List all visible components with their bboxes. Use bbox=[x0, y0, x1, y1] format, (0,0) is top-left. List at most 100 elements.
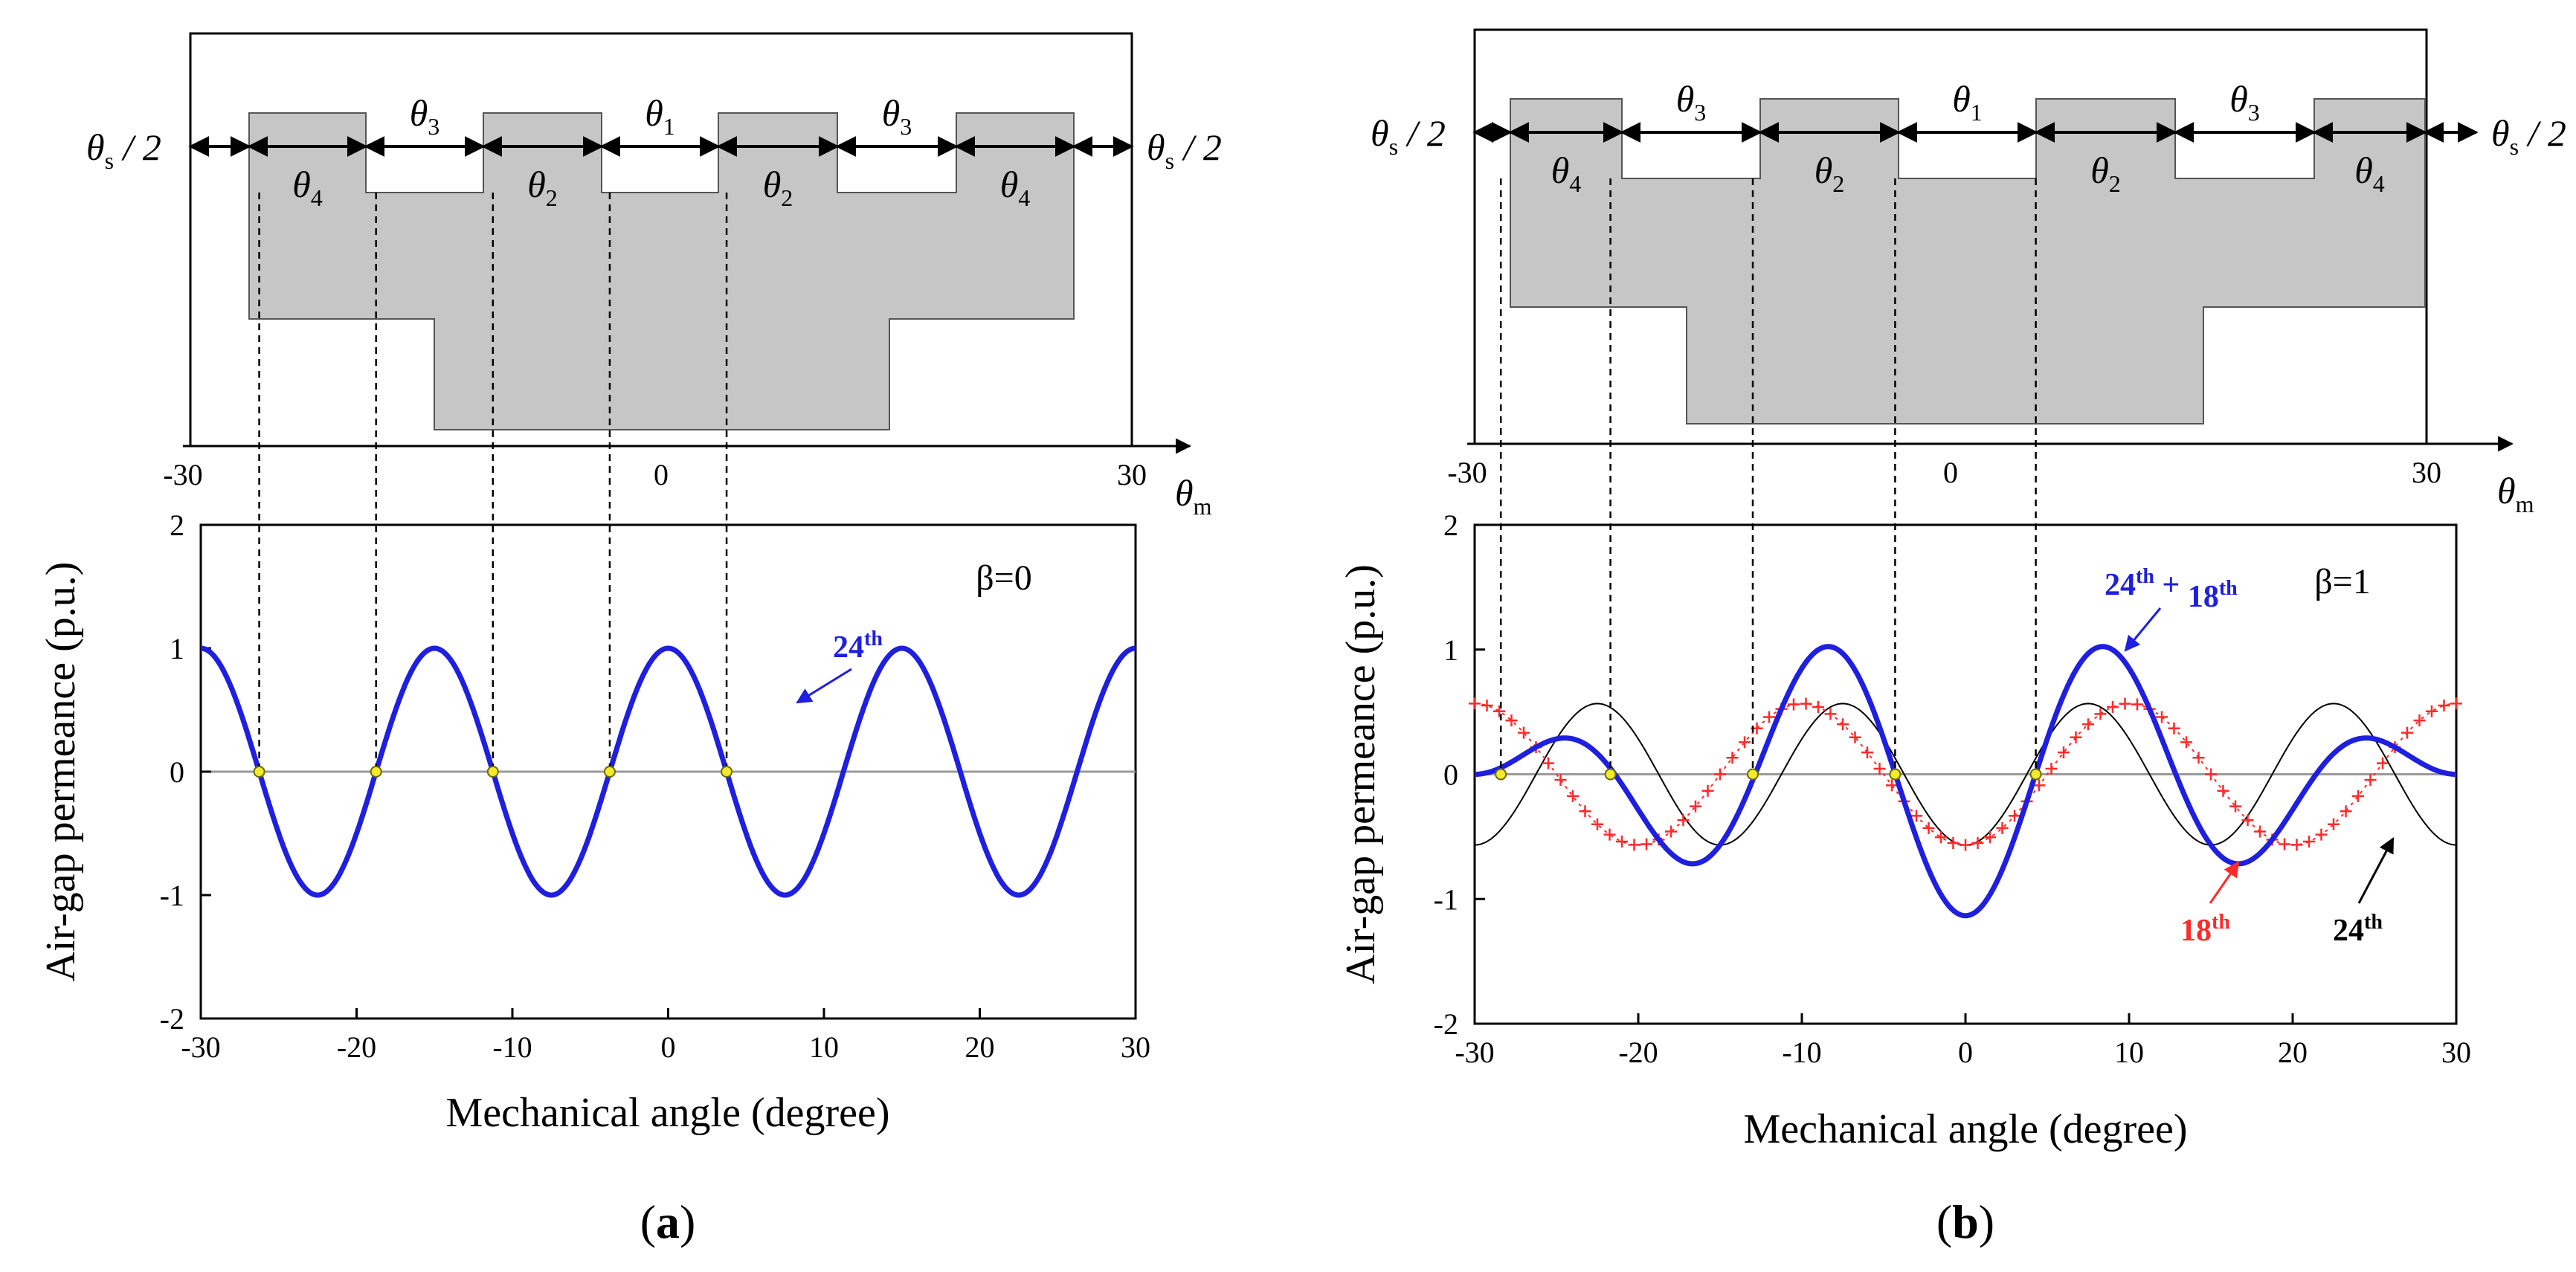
segment-label: θ4 bbox=[2354, 149, 2385, 197]
x-tick-label: 10 bbox=[2114, 1036, 2144, 1069]
plus-marker bbox=[2315, 828, 2328, 841]
plus-marker bbox=[2340, 805, 2352, 818]
plus-marker bbox=[2438, 700, 2450, 712]
x-tick-label: 10 bbox=[809, 1030, 839, 1064]
plus-marker bbox=[2364, 773, 2377, 786]
plus-marker bbox=[2192, 752, 2205, 764]
y-tick-label: 1 bbox=[170, 632, 184, 665]
x-axis-title: Mechanical angle (degree) bbox=[446, 1090, 890, 1136]
segment-label: θ3 bbox=[882, 92, 912, 140]
plus-marker bbox=[1922, 821, 1935, 834]
plus-marker bbox=[1628, 839, 1640, 851]
segment-label: θ1 bbox=[645, 92, 675, 140]
plus-marker bbox=[1849, 731, 1861, 743]
plus-marker bbox=[2009, 810, 2020, 822]
plus-marker bbox=[2082, 718, 2094, 731]
plus-marker bbox=[1763, 711, 1775, 723]
plus-marker bbox=[1984, 831, 1996, 844]
plus-marker bbox=[2229, 800, 2241, 813]
diagram-axis-tick: -30 bbox=[163, 458, 202, 491]
plus-marker bbox=[1567, 790, 1579, 802]
y-tick-label: 0 bbox=[170, 755, 184, 789]
x-tick-label: -20 bbox=[337, 1030, 376, 1064]
diagram-axis-tick: 30 bbox=[1117, 458, 1147, 491]
series-label-24th-18th: 24th + 18th bbox=[2105, 565, 2238, 614]
plus-marker bbox=[2156, 711, 2168, 723]
x-axis-title: Mechanical angle (degree) bbox=[1744, 1106, 2188, 1152]
panel-label: (a) bbox=[640, 1195, 696, 1248]
plus-marker bbox=[1861, 746, 1873, 759]
plus-marker bbox=[2290, 839, 2303, 851]
segment-label: θ4 bbox=[1551, 149, 1582, 197]
plus-marker bbox=[1554, 773, 1567, 786]
plus-marker bbox=[1469, 697, 1481, 710]
plus-marker bbox=[2070, 731, 2082, 743]
diagram-axis-tick: 30 bbox=[2412, 456, 2441, 489]
zero-crossing-point bbox=[1604, 768, 1617, 781]
x-tick-label: -10 bbox=[1782, 1036, 1821, 1069]
segment-label: θ1 bbox=[1952, 78, 1983, 126]
plus-marker bbox=[2352, 790, 2364, 802]
y-tick-label: 0 bbox=[1443, 758, 1458, 792]
zero-crossing-point bbox=[253, 766, 265, 778]
plus-marker bbox=[2058, 746, 2070, 759]
plus-marker bbox=[2131, 698, 2143, 711]
segment-label: θ2 bbox=[527, 164, 558, 211]
plus-marker bbox=[2094, 708, 2107, 720]
series-label-18th: 18th bbox=[2180, 911, 2230, 948]
theta-m-axis-label: θm bbox=[2497, 470, 2534, 517]
plus-marker bbox=[1518, 726, 1530, 739]
plus-marker bbox=[2217, 784, 2229, 797]
plus-marker bbox=[1726, 752, 1739, 764]
plus-marker bbox=[2450, 697, 2462, 710]
diagram-axis-tick: 0 bbox=[1943, 456, 1958, 489]
plus-marker bbox=[2328, 818, 2340, 830]
y-tick-label: -2 bbox=[1434, 1007, 1458, 1041]
plus-marker bbox=[2377, 757, 2389, 769]
diagram-axis-tick: -30 bbox=[1447, 456, 1487, 489]
x-tick-label: 30 bbox=[1121, 1030, 1150, 1064]
plus-marker bbox=[2119, 697, 2131, 710]
series-line-24th bbox=[200, 645, 1136, 898]
zero-crossing-point bbox=[1495, 768, 1507, 781]
plus-marker bbox=[1493, 705, 1505, 717]
x-tick-label: -10 bbox=[492, 1030, 532, 1064]
plus-marker bbox=[1701, 784, 1714, 797]
series-label-24th: 24th bbox=[833, 627, 883, 665]
plus-marker bbox=[1591, 818, 1603, 830]
plus-marker bbox=[2401, 726, 2413, 739]
plus-marker bbox=[1800, 697, 1812, 710]
series-label-arrow bbox=[2124, 607, 2162, 652]
plus-marker bbox=[1665, 825, 1677, 838]
series-line-24th-18th bbox=[1475, 644, 2456, 919]
slot-geometry-diagram: θm -30 0 30 θs / 2 θs / 2 θ4 θ3 θ2 θ1 θ2 θ3 θ4 bbox=[86, 32, 1222, 520]
y-tick-label: -1 bbox=[1434, 882, 1458, 916]
plus-marker bbox=[1616, 835, 1628, 848]
plus-marker bbox=[2033, 779, 2045, 792]
plus-marker bbox=[2180, 736, 2192, 749]
plus-marker bbox=[2168, 722, 2180, 735]
x-tick-label: -20 bbox=[1618, 1036, 1658, 1069]
zero-crossing-point bbox=[486, 766, 499, 778]
tooth-profile bbox=[1510, 98, 2426, 424]
plus-marker bbox=[1812, 701, 1824, 714]
x-tick-label: 0 bbox=[1958, 1036, 1973, 1069]
plus-marker bbox=[2413, 714, 2426, 727]
plus-marker bbox=[1935, 831, 1947, 844]
plus-marker bbox=[2303, 835, 2315, 848]
x-tick-label: 20 bbox=[2278, 1036, 2308, 1069]
plus-marker bbox=[1603, 828, 1616, 841]
end-label-right: θs / 2 bbox=[1147, 126, 1222, 174]
x-tick-label: -30 bbox=[1455, 1036, 1494, 1069]
plus-marker bbox=[1873, 763, 1886, 775]
plus-marker bbox=[1910, 810, 1922, 822]
segment-label: θ3 bbox=[410, 92, 440, 140]
plus-marker bbox=[1579, 805, 1591, 818]
plus-marker bbox=[1960, 839, 1971, 851]
y-tick-label: -1 bbox=[160, 879, 184, 912]
zero-crossing-point bbox=[370, 766, 382, 778]
plus-marker bbox=[2254, 825, 2266, 838]
